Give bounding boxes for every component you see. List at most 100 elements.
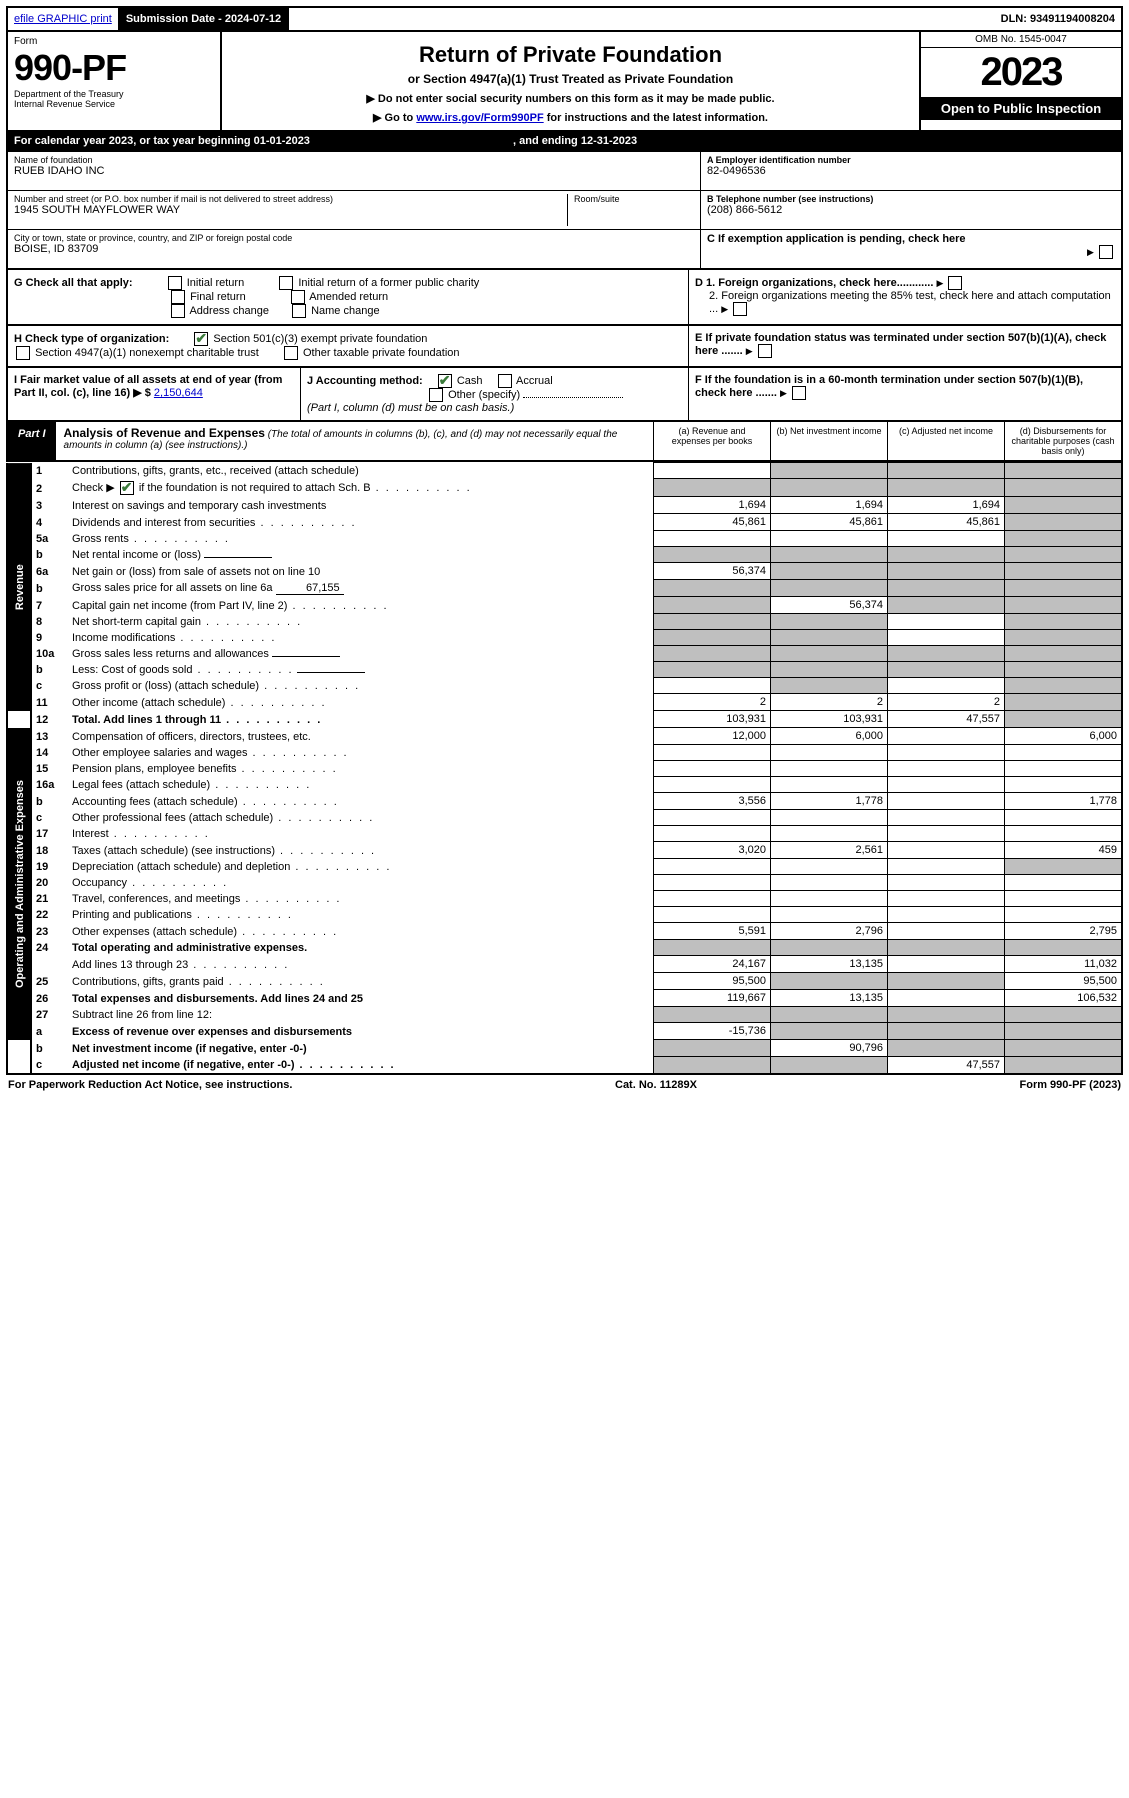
line-10a: Gross sales less returns and allowances <box>68 646 654 662</box>
col-d-header: (d) Disbursements for charitable purpose… <box>1004 422 1121 460</box>
checkbox-d1[interactable] <box>948 276 962 290</box>
tel-cell: B Telephone number (see instructions) (2… <box>701 191 1121 230</box>
box-g: G Check all that apply: Initial return I… <box>8 270 689 324</box>
checkbox-cash[interactable] <box>438 374 452 388</box>
revenue-side-label: Revenue <box>7 463 31 711</box>
row-h-e: H Check type of organization: Section 50… <box>6 326 1123 368</box>
col-a-header: (a) Revenue and expenses per books <box>653 422 770 460</box>
form-link[interactable]: www.irs.gov/Form990PF <box>416 112 543 124</box>
part-1-table: Revenue 1Contributions, gifts, grants, e… <box>6 462 1123 1075</box>
checkbox-initial[interactable] <box>168 276 182 290</box>
checkbox-501c3[interactable] <box>194 332 208 346</box>
line-20: Occupancy <box>68 875 654 891</box>
box-j: J Accounting method: Cash Accrual Other … <box>301 368 689 420</box>
line-27b: Net investment income (if negative, ente… <box>68 1040 654 1057</box>
irs-label: Internal Revenue Service <box>14 99 214 109</box>
box-f: F If the foundation is in a 60-month ter… <box>689 368 1121 420</box>
period-bar: For calendar year 2023, or tax year begi… <box>6 132 1123 152</box>
line-18: Taxes (attach schedule) (see instruction… <box>68 842 654 859</box>
line-14: Other employee salaries and wages <box>68 745 654 761</box>
header-mid: Return of Private Foundation or Section … <box>222 32 919 130</box>
part-1-title: Analysis of Revenue and Expenses (The to… <box>56 422 653 460</box>
footer-left: For Paperwork Reduction Act Notice, see … <box>8 1079 292 1091</box>
line-5a: Gross rents <box>68 531 654 547</box>
line-16c: Other professional fees (attach schedule… <box>68 810 654 826</box>
ein-cell: A Employer identification number 82-0496… <box>701 152 1121 191</box>
room-label: Room/suite <box>574 194 694 204</box>
name-cell: Name of foundation RUEB IDAHO INC <box>8 152 700 191</box>
line-27c: Adjusted net income (if negative, enter … <box>68 1057 654 1075</box>
line-16b: Accounting fees (attach schedule) <box>68 793 654 810</box>
line-6a: Net gain or (loss) from sale of assets n… <box>68 563 654 580</box>
instr-2: ▶ Go to www.irs.gov/Form990PF for instru… <box>228 111 913 124</box>
dln: DLN: 93491194008204 <box>995 8 1121 30</box>
box-e: E If private foundation status was termi… <box>689 326 1121 366</box>
line-12: Total. Add lines 1 through 11 <box>68 711 654 728</box>
checkbox-final[interactable] <box>171 290 185 304</box>
entity-info: Name of foundation RUEB IDAHO INC Number… <box>6 152 1123 270</box>
line-13: Compensation of officers, directors, tru… <box>68 728 654 745</box>
line-26: Total expenses and disbursements. Add li… <box>68 990 654 1007</box>
checkbox-d2[interactable] <box>733 302 747 316</box>
tel-value: (208) 866-5612 <box>707 204 1115 216</box>
line-7: Capital gain net income (from Part IV, l… <box>68 597 654 614</box>
line-19: Depreciation (attach schedule) and deple… <box>68 859 654 875</box>
form-title: Return of Private Foundation <box>228 42 913 68</box>
checkbox-accrual[interactable] <box>498 374 512 388</box>
checkbox-initial-former[interactable] <box>279 276 293 290</box>
line-23: Other expenses (attach schedule) <box>68 923 654 940</box>
fmv-value[interactable]: 2,150,644 <box>154 387 203 399</box>
form-label: Form <box>14 36 214 47</box>
col-b-header: (b) Net investment income <box>770 422 887 460</box>
instr-1: ▶ Do not enter social security numbers o… <box>228 92 913 105</box>
line-5b: Net rental income or (loss) <box>68 547 654 563</box>
checkbox-namechange[interactable] <box>292 304 306 318</box>
city-cell: City or town, state or province, country… <box>8 230 700 268</box>
box-c: C If exemption application is pending, c… <box>701 230 1121 268</box>
box-i: I Fair market value of all assets at end… <box>8 368 301 420</box>
line-27a: Excess of revenue over expenses and disb… <box>68 1023 654 1040</box>
top-bar: efile GRAPHIC print Submission Date - 20… <box>6 6 1123 32</box>
checkbox-f[interactable] <box>792 386 806 400</box>
open-inspection: Open to Public Inspection <box>921 97 1121 120</box>
checkbox-c[interactable] <box>1099 245 1113 259</box>
tax-year: 2023 <box>921 48 1121 97</box>
efile-link[interactable]: efile GRAPHIC print <box>8 8 120 30</box>
box-d: D 1. Foreign organizations, check here..… <box>689 270 1121 324</box>
line-24b: Add lines 13 through 23 <box>68 956 654 973</box>
line-21: Travel, conferences, and meetings <box>68 891 654 907</box>
submission-date: Submission Date - 2024-07-12 <box>120 8 289 30</box>
line-25: Contributions, gifts, grants paid <box>68 973 654 990</box>
checkbox-other-method[interactable] <box>429 388 443 402</box>
checkbox-e[interactable] <box>758 344 772 358</box>
header-right: OMB No. 1545-0047 2023 Open to Public In… <box>919 32 1121 130</box>
city-state-zip: BOISE, ID 83709 <box>14 243 694 255</box>
form-subtitle: or Section 4947(a)(1) Trust Treated as P… <box>228 72 913 86</box>
line-11: Other income (attach schedule) <box>68 694 654 711</box>
page-footer: For Paperwork Reduction Act Notice, see … <box>6 1075 1123 1095</box>
checkbox-amended[interactable] <box>291 290 305 304</box>
checkbox-address[interactable] <box>171 304 185 318</box>
part-1-header: Part I Analysis of Revenue and Expenses … <box>6 422 1123 462</box>
row-i-j-f: I Fair market value of all assets at end… <box>6 368 1123 422</box>
checkbox-4947[interactable] <box>16 346 30 360</box>
line-27: Subtract line 26 from line 12: <box>68 1007 654 1023</box>
part-1-label: Part I <box>8 422 56 460</box>
checkbox-sch-b[interactable] <box>120 481 134 495</box>
dept-label: Department of the Treasury <box>14 89 214 99</box>
omb-number: OMB No. 1545-0047 <box>921 32 1121 48</box>
line-6b: Gross sales price for all assets on line… <box>68 580 654 597</box>
checkbox-other-taxable[interactable] <box>284 346 298 360</box>
row-g-d: G Check all that apply: Initial return I… <box>6 270 1123 326</box>
line-17: Interest <box>68 826 654 842</box>
line-22: Printing and publications <box>68 907 654 923</box>
line-4: Dividends and interest from securities <box>68 514 654 531</box>
line-9: Income modifications <box>68 630 654 646</box>
column-headers: (a) Revenue and expenses per books (b) N… <box>653 422 1121 460</box>
expenses-side-label: Operating and Administrative Expenses <box>7 728 31 1040</box>
col-c-header: (c) Adjusted net income <box>887 422 1004 460</box>
form-header: Form 990-PF Department of the Treasury I… <box>6 32 1123 132</box>
footer-mid: Cat. No. 11289X <box>615 1079 697 1091</box>
line-3: Interest on savings and temporary cash i… <box>68 497 654 514</box>
foundation-name: RUEB IDAHO INC <box>14 165 694 177</box>
